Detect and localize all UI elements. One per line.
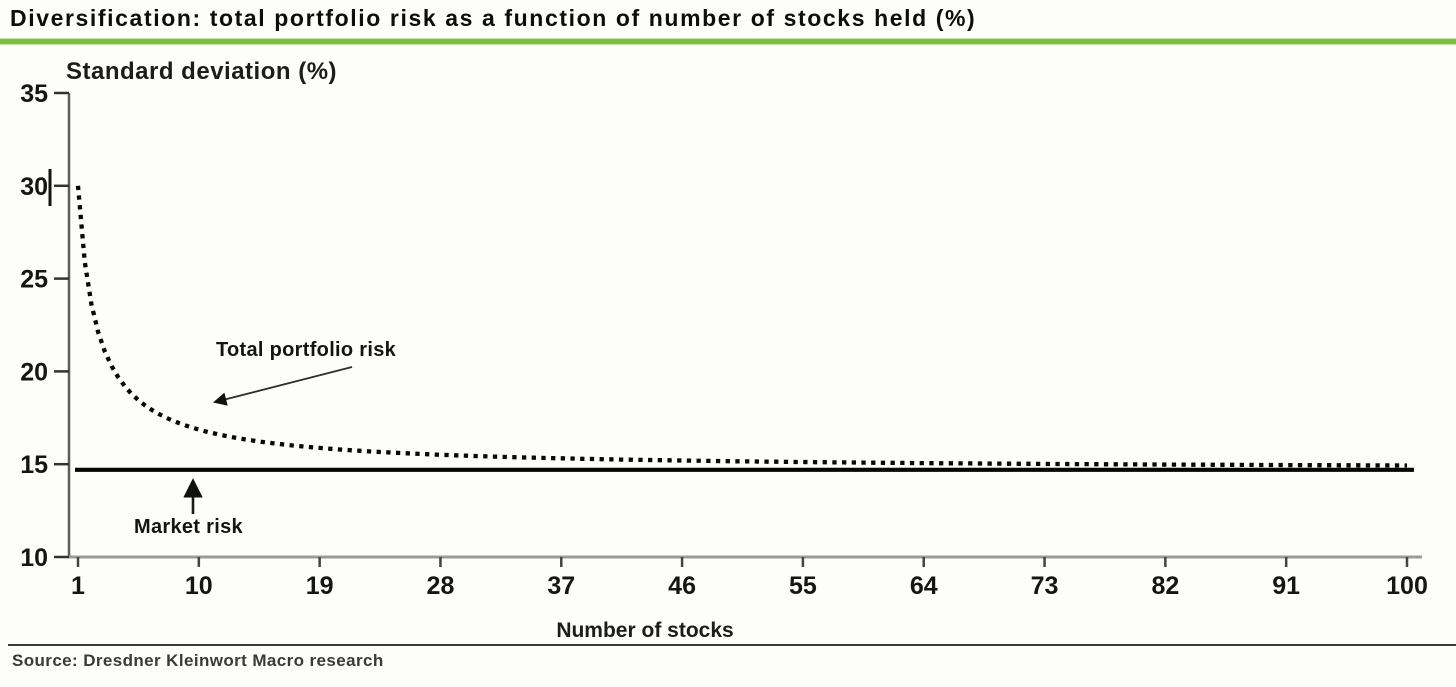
title-underline-rule [0, 38, 1456, 45]
x-tick-label: 64 [910, 572, 938, 600]
x-tick-label: 28 [427, 572, 455, 600]
y-tick-label: 30 [20, 173, 48, 201]
annotation-total-portfolio-risk: Total portfolio risk [213, 339, 397, 406]
source-note: Source: Dresdner Kleinwort Macro researc… [12, 651, 384, 670]
total-portfolio-risk-arrow [213, 366, 353, 406]
y-tick-label: 25 [20, 266, 48, 294]
annotation-market-risk: Market risk [134, 478, 243, 538]
page-title: Diversification: total portfolio risk as… [10, 5, 977, 31]
y-axis-ticks: 35 30 25 20 15 10 [20, 80, 69, 572]
x-tick-label: 1 [71, 572, 85, 600]
total-portfolio-risk-label: Total portfolio risk [216, 339, 397, 361]
y-tick-label: 10 [20, 544, 48, 572]
x-tick-label: 55 [789, 572, 817, 600]
x-tick-label: 10 [185, 572, 213, 600]
x-tick-label: 19 [306, 572, 334, 600]
y-tick-label: 15 [20, 451, 48, 479]
x-axis-title: Number of stocks [556, 619, 733, 642]
y-tick-label: 35 [20, 80, 48, 108]
y-tick-label: 20 [20, 358, 48, 386]
x-axis-ticks: 1 10 19 28 37 46 55 64 73 82 91 100 [71, 557, 1428, 600]
x-tick-label: 91 [1272, 572, 1300, 600]
x-tick-label: 82 [1151, 572, 1179, 600]
x-tick-label: 73 [1031, 572, 1059, 600]
x-tick-label: 46 [668, 572, 696, 600]
y-axis-title: Standard deviation (%) [66, 58, 337, 85]
market-risk-label: Market risk [134, 516, 243, 538]
x-tick-label: 37 [547, 572, 575, 600]
footer-rule [8, 644, 1456, 646]
x-tick-label: 100 [1386, 572, 1428, 600]
total-portfolio-risk-curve [75, 185, 1407, 468]
